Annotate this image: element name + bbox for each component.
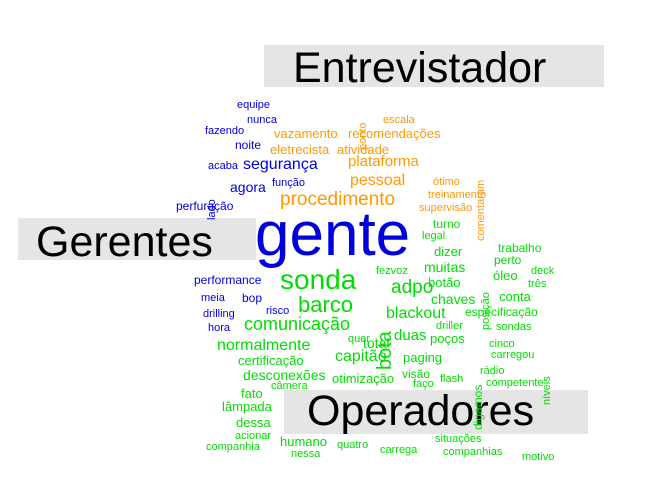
word-otimo: ótimo <box>433 176 460 188</box>
word-acionar: acionar <box>235 430 272 442</box>
word-especificacao: especificação <box>465 305 538 319</box>
word-fezvoz: fezvoz <box>376 265 408 277</box>
word-capitao: capitão <box>335 348 387 365</box>
word-radio: rádio <box>480 365 505 377</box>
word-fazendo: fazendo <box>205 125 245 137</box>
word-noite: noite <box>235 138 262 152</box>
word-quer: quer <box>348 333 371 345</box>
word-nunca: nunca <box>247 114 277 126</box>
word-vazamento: vazamento <box>274 126 338 141</box>
word-procedimento: procedimento <box>280 189 396 210</box>
word-conta: conta <box>499 289 531 304</box>
word-recomendacoes: recomendações <box>348 126 441 141</box>
word-legal: legal <box>422 230 446 242</box>
word-certificacao: certificação <box>238 353 304 368</box>
word-trabalho: trabalho <box>498 241 542 255</box>
word-risco: risco <box>266 305 290 317</box>
word-adpo: adpo <box>391 277 434 298</box>
word-hora: hora <box>208 322 231 334</box>
word-faco: faço <box>413 378 434 390</box>
header-box-operadores <box>284 390 588 434</box>
word-humano: humano <box>280 434 327 449</box>
word-sonda: sonda <box>280 264 357 295</box>
word-barco: barco <box>298 292 354 317</box>
word-performance: performance <box>194 273 262 287</box>
word-blackout: blackout <box>386 305 446 322</box>
word-situacoes: situações <box>435 433 482 445</box>
word-gente: gente <box>255 200 411 269</box>
word-dizer: dizer <box>434 244 463 259</box>
word-chaves: chaves <box>431 291 476 307</box>
word-plataforma: plataforma <box>348 153 419 170</box>
word-duas: duas <box>394 327 427 344</box>
word-bop: bop <box>242 291 263 305</box>
word-visao: visão <box>402 367 431 381</box>
word-pocos: poços <box>430 331 465 346</box>
word-driller: driller <box>436 320 463 332</box>
word-treinamento: treinamento <box>428 189 487 201</box>
header-entrevistador: Entrevistador <box>293 44 547 92</box>
word-funcao: função <box>272 177 306 189</box>
word-lampada: lâmpada <box>222 399 272 414</box>
word-sondas: sondas <box>496 321 532 333</box>
word-seguranca: segurança <box>243 156 318 173</box>
word-turno: turno <box>433 217 461 231</box>
word-pessoal: pessoal <box>350 172 406 189</box>
word-oleo: óleo <box>493 268 518 283</box>
word-motivo: motivo <box>522 451 555 463</box>
word-agora: agora <box>230 179 266 195</box>
word-paging: paging <box>403 350 443 365</box>
word-perto: perto <box>494 253 522 267</box>
word-muitas: muitas <box>424 259 466 275</box>
word-total: total <box>363 335 390 351</box>
word-carregou: carregou <box>491 349 535 361</box>
word-digamos: digamos <box>471 384 485 431</box>
word-desconexoes: desconexões <box>243 367 326 383</box>
header-box-gerentes <box>18 218 256 260</box>
word-equipe: equipe <box>237 99 271 111</box>
word-meia: meia <box>201 292 225 304</box>
word-otimizacao: otimização <box>332 371 395 386</box>
word-botao: botão <box>428 275 461 290</box>
word-drilling: drilling <box>203 308 235 320</box>
word-atividade: atividade <box>337 142 390 157</box>
word-comunicacao: comunicação <box>244 314 351 334</box>
header-operadores: Operadores <box>307 387 535 435</box>
word-camera: câmera <box>271 380 308 392</box>
word-companhia: companhia <box>206 441 260 453</box>
word-supervisao: supervisão <box>419 202 473 214</box>
word-perfuracao: perfuração <box>176 199 234 213</box>
word-carrega: carrega <box>380 444 418 456</box>
word-quatro: quatro <box>337 439 369 451</box>
word-cinco: cinco <box>489 338 515 350</box>
word-acaba: acaba <box>208 160 238 172</box>
header-box-entrevistador <box>264 45 604 87</box>
word-nessa: nessa <box>291 448 321 460</box>
word-escala: escala <box>383 114 415 126</box>
word-niveis: níveis <box>541 376 553 406</box>
word-tres: três <box>528 278 547 290</box>
word-competente: competente <box>486 377 544 389</box>
word-fato: fato <box>241 386 263 401</box>
word-deck: deck <box>531 265 555 277</box>
word-eletrecista: eletrecista <box>270 142 330 157</box>
word-dessa: dessa <box>236 415 271 430</box>
header-gerentes: Gerentes <box>36 218 213 266</box>
word-normalmente: normalmente <box>217 337 311 354</box>
word-companhias: companhias <box>443 446 503 458</box>
word-flash: flash <box>440 373 464 385</box>
